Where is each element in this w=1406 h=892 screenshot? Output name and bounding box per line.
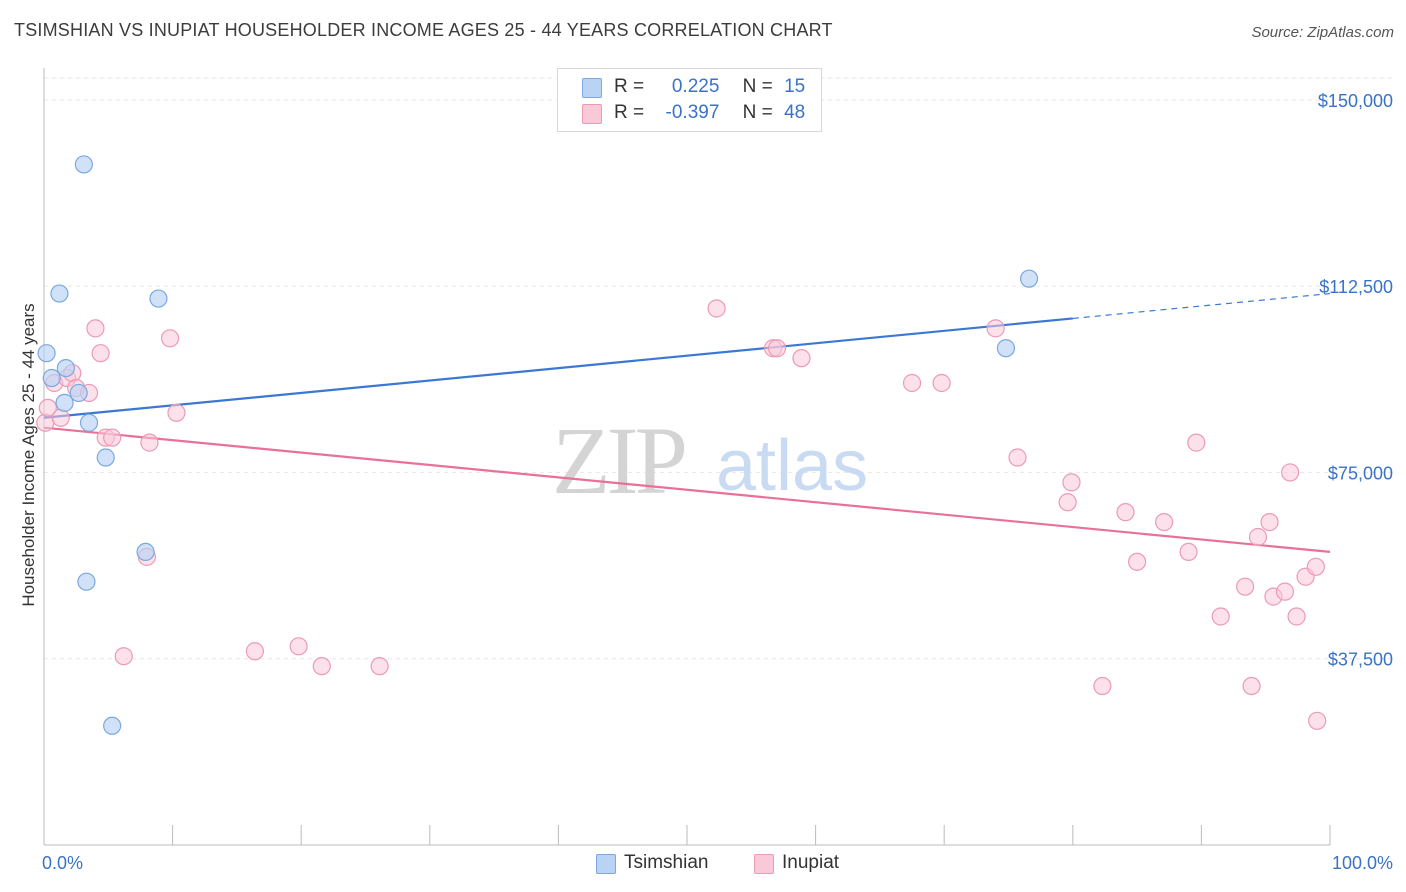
inupiat-point-9 bbox=[91, 344, 110, 363]
tsimshian-trend-extension bbox=[1072, 292, 1331, 320]
inupiat-point-41 bbox=[1260, 512, 1279, 532]
inupiat-trend-line bbox=[43, 426, 1331, 553]
inupiat-point-28 bbox=[1008, 448, 1027, 467]
inupiat-legend-label: Inupiat bbox=[782, 852, 840, 873]
tsimshian-point-10 bbox=[103, 716, 122, 735]
tsimshian-point-8 bbox=[96, 448, 115, 467]
inupiat-point-37 bbox=[1211, 607, 1230, 626]
inupiat-point-26 bbox=[932, 373, 951, 393]
tsimshian-legend-label: Tsimshian bbox=[624, 852, 709, 873]
inupiat-point-21 bbox=[707, 299, 726, 318]
inupiat-point-48 bbox=[1308, 711, 1327, 730]
watermark: ZIP atlas bbox=[552, 407, 868, 514]
inupiat-point-30 bbox=[1062, 473, 1081, 492]
inupiat-legend-swatch bbox=[754, 854, 774, 874]
y-tick-labels: $37,500 $75,000 $112,500 $150,000 bbox=[1318, 91, 1393, 670]
y-tick-label-3: $150,000 bbox=[1318, 91, 1393, 111]
axes bbox=[43, 68, 1331, 846]
inupiat-point-40 bbox=[1248, 527, 1268, 547]
inupiat-point-1 bbox=[38, 398, 57, 417]
inupiat-point-12 bbox=[114, 647, 133, 666]
y-tick-label-2: $112,500 bbox=[1319, 277, 1393, 297]
inupiat-swatch bbox=[582, 104, 602, 124]
inupiat-point-18 bbox=[289, 637, 308, 656]
inupiat-point-35 bbox=[1179, 542, 1198, 562]
tsimshian-point-0 bbox=[37, 344, 56, 363]
y-tick-label-1: $75,000 bbox=[1328, 463, 1393, 483]
x-tick-labels: 0.0% 100.0% bbox=[42, 853, 1393, 873]
tsimshian-point-5 bbox=[69, 383, 88, 403]
inupiat-point-43 bbox=[1275, 582, 1295, 601]
tsimshian-swatch bbox=[582, 78, 602, 98]
inupiat-point-3 bbox=[51, 408, 70, 427]
inupiat-point-20 bbox=[370, 657, 389, 676]
inupiat-point-44 bbox=[1281, 463, 1300, 482]
trend-lines bbox=[43, 292, 1331, 553]
legend-r-value: -0.397 bbox=[665, 102, 720, 123]
x-tick-label-end: 100.0% bbox=[1332, 853, 1393, 873]
legend-r-label: R = bbox=[614, 102, 645, 123]
legend-n-value: 15 bbox=[784, 76, 806, 97]
chart-title: TSIMSHIAN VS INUPIAT HOUSEHOLDER INCOME … bbox=[14, 20, 833, 40]
x-tick-label-start: 0.0% bbox=[42, 853, 83, 873]
tsimshian-point-13 bbox=[996, 339, 1016, 358]
tsimshian-trend-line bbox=[43, 317, 1073, 419]
legend-r-label: R = bbox=[614, 76, 645, 97]
legend-n-label: N = bbox=[742, 102, 773, 123]
inupiat-point-31 bbox=[1093, 676, 1112, 696]
inupiat-point-15 bbox=[160, 329, 180, 348]
inupiat-point-14 bbox=[140, 433, 159, 452]
correlation-legend: R = 0.225 N = 15 R = -0.397 N = 48 bbox=[557, 68, 822, 132]
inupiat-point-39 bbox=[1242, 676, 1261, 696]
inupiat-point-17 bbox=[245, 642, 265, 661]
tsimshian-point-4 bbox=[55, 393, 74, 412]
y-axis-label: Householder Income Ages 25 - 44 years bbox=[19, 303, 38, 606]
inupiat-point-8 bbox=[86, 319, 105, 338]
tsimshian-point-12 bbox=[149, 289, 168, 308]
inupiat-point-36 bbox=[1187, 433, 1206, 452]
tsimshian-point-7 bbox=[79, 413, 99, 432]
tsimshian-point-1 bbox=[42, 368, 61, 388]
inupiat-point-47 bbox=[1306, 557, 1325, 576]
tsimshian-point-9 bbox=[77, 572, 96, 591]
tsimshian-legend-swatch bbox=[596, 854, 616, 874]
inupiat-point-34 bbox=[1155, 512, 1174, 532]
watermark-zip: ZIP bbox=[552, 407, 685, 514]
inupiat-point-24 bbox=[792, 349, 811, 368]
inupiat-point-19 bbox=[312, 657, 331, 676]
watermark-atlas: atlas bbox=[716, 426, 868, 506]
inupiat-point-33 bbox=[1127, 552, 1147, 571]
inupiat-point-27 bbox=[986, 319, 1005, 338]
tsimshian-point-2 bbox=[50, 284, 69, 303]
legend-r-value: 0.225 bbox=[671, 76, 720, 97]
inupiat-point-11 bbox=[103, 428, 122, 447]
inupiat-point-45 bbox=[1287, 607, 1306, 626]
inupiat-point-32 bbox=[1116, 503, 1135, 522]
inupiat-point-16 bbox=[167, 403, 186, 422]
source-label: Source: ZipAtlas.com bbox=[1251, 24, 1394, 41]
inupiat-point-0 bbox=[36, 413, 55, 432]
tsimshian-point-14 bbox=[1019, 269, 1039, 288]
grid-lines bbox=[44, 77, 1395, 660]
legend-n-label: N = bbox=[742, 76, 773, 97]
y-tick-label-0: $37,500 bbox=[1328, 650, 1393, 670]
inupiat-point-23 bbox=[767, 339, 787, 358]
tsimshian-point-6 bbox=[74, 155, 93, 174]
legend-n-value: 48 bbox=[784, 102, 806, 123]
inupiat-point-25 bbox=[902, 373, 922, 393]
tsimshian-point-3 bbox=[56, 358, 75, 378]
tsimshian-point-11 bbox=[136, 542, 155, 562]
inupiat-point-38 bbox=[1236, 577, 1255, 596]
data-points bbox=[36, 155, 1327, 735]
inupiat-point-29 bbox=[1058, 493, 1077, 512]
